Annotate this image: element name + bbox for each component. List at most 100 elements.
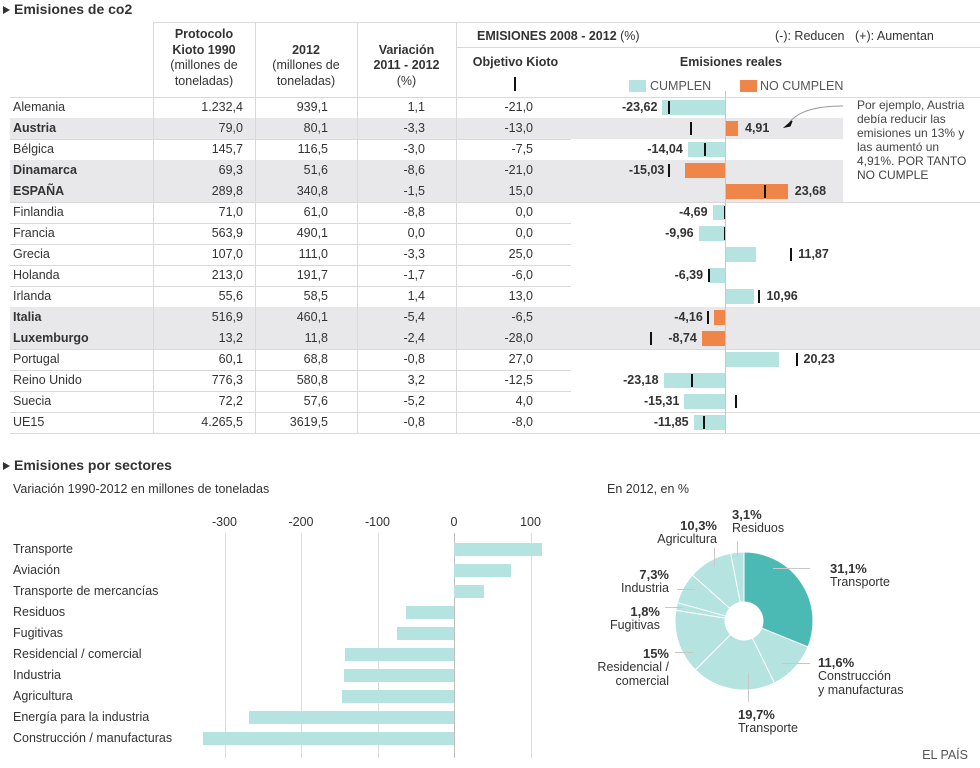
pie-leader-line [677, 589, 695, 590]
country-name: Grecia [13, 247, 50, 261]
variacion-value: 0,0 [407, 226, 425, 240]
emission-value-label: -11,85 [653, 415, 689, 429]
variacion-value: -8,8 [403, 205, 425, 219]
table-row: Austria 79,0 80,1 -3,3 -13,0 4,91 [0, 118, 980, 139]
table-row: Suecia 72,2 57,6 -5,2 4,0 -15,31 [0, 391, 980, 412]
objetivo-kioto-value: 0,0 [515, 226, 533, 240]
header-kioto1990-unit: (millones de [170, 58, 238, 72]
variacion-value: 3,2 [407, 373, 425, 387]
pie-leader-line [748, 673, 749, 702]
pie-name-label: Transporte [738, 721, 798, 735]
row-highlight [10, 160, 843, 181]
category-label: Residuos [13, 604, 66, 619]
row-separator [10, 433, 980, 434]
kioto1990-value: 4.265,5 [201, 415, 243, 429]
kioto1990-value: 55,6 [218, 289, 243, 303]
emission-value-label: -14,04 [647, 142, 683, 156]
pie-pct-label: 19,7% [738, 706, 775, 722]
kioto-target-marker [758, 290, 761, 303]
pie-pct-label: 31,1% [830, 560, 867, 576]
emission-value-label: -9,96 [665, 226, 694, 240]
sector-bar [248, 710, 454, 724]
header-top-border [153, 22, 980, 23]
zero-axis [725, 91, 726, 433]
emission-bar [725, 289, 755, 304]
sector-donut-chart [674, 551, 814, 691]
row-separator [10, 349, 980, 350]
pie-leader-line [714, 548, 715, 567]
objetivo-kioto-value: 15,0 [508, 184, 533, 198]
pie-leader-line [665, 607, 683, 608]
y2012-value: 340,8 [296, 184, 328, 198]
header-variacion-line: Variación [378, 42, 435, 57]
annotation-line: emisiones un 13% y [857, 126, 965, 140]
emission-bar [685, 163, 725, 178]
gridline [530, 533, 532, 758]
y2012-value: 3619,5 [289, 415, 328, 429]
y2012-value: 68,8 [303, 352, 328, 366]
kioto1990-value: 1.232,4 [201, 100, 243, 114]
emission-value-label: -15,03 [628, 163, 665, 177]
kioto-target-marker [763, 185, 766, 198]
pie-name-label: Residencial / [597, 660, 669, 674]
variacion-value: -3,3 [403, 121, 425, 135]
sector-bar [454, 584, 484, 598]
category-label: Residencial / comercial [13, 646, 142, 661]
objetivo-kioto-value: -6,0 [511, 268, 533, 282]
header-mid-border [456, 47, 980, 48]
pie-name-label: y manufacturas [818, 683, 904, 697]
header-2012: 2012 (millones de toneladas) [255, 43, 357, 90]
kioto1990-value: 516,9 [211, 310, 243, 324]
header-variacion-unit: (%) [396, 73, 417, 88]
category-label: Fugitivas [13, 625, 64, 640]
row-separator [10, 391, 571, 392]
legend-aumentan: (+): Aumentan [855, 29, 934, 43]
emission-bar [693, 415, 725, 430]
sector-chart-subtitle: Variación 1990-2012 en millones de tonel… [13, 482, 270, 496]
x-tick-label: -300 [211, 515, 238, 529]
y2012-value: 11,8 [304, 331, 328, 345]
header-kioto1990-line: Protocolo [174, 27, 234, 41]
row-separator [10, 412, 980, 413]
table-row: Portugal 60,1 68,8 -0,8 27,0 20,23 [0, 349, 980, 370]
kioto1990-value: 69,3 [218, 163, 243, 177]
emission-bar [725, 247, 757, 262]
objetivo-kioto-value: 27,0 [508, 352, 533, 366]
emission-bar [687, 142, 725, 157]
y2012-value: 57,6 [303, 394, 328, 408]
annotation-line: 4,91%. POR TANTO [857, 154, 967, 168]
header-kioto1990: Protocolo Kioto 1990 (millones de tonela… [153, 27, 255, 89]
pie-name-label: Fugitivas [609, 618, 660, 632]
country-name: Francia [13, 226, 55, 240]
table-row: UE15 4.265,5 3619,5 -0,8 -8,0 -11,85 [0, 412, 980, 433]
pie-pct-label: 1,8% [630, 603, 660, 619]
kioto-target-marker [702, 416, 705, 429]
kioto1990-value: 563,9 [211, 226, 243, 240]
row-separator [10, 139, 571, 140]
variacion-value: -3,3 [403, 247, 425, 261]
kioto1990-value: 72,2 [218, 394, 243, 408]
kioto-marker-legend-icon [514, 77, 516, 91]
y2012-value: 460,1 [296, 310, 328, 324]
objetivo-kioto-value: 13,0 [508, 289, 533, 303]
pie-name-label: Transporte [830, 575, 890, 589]
row-highlight [10, 307, 980, 328]
kioto1990-value: 13,2 [218, 331, 243, 345]
pie-leader-line [782, 663, 810, 664]
objetivo-kioto-value: -13,0 [504, 121, 534, 135]
emission-value-label: 20,23 [803, 352, 835, 366]
emission-value-label: 4,91 [745, 121, 770, 135]
variacion-value: -1,7 [403, 268, 425, 282]
table-row: Bélgica 145,7 116,5 -3,0 -7,5 -14,04 [0, 139, 980, 160]
gridline [454, 533, 455, 758]
pie-name-label: comercial [615, 674, 670, 688]
emission-bar [725, 121, 738, 136]
kioto-target-marker [795, 353, 798, 366]
pie-slice [730, 551, 745, 603]
section-bullet-icon [3, 6, 10, 14]
emission-value-label: -4,16 [674, 310, 703, 324]
kioto1990-value: 145,7 [211, 142, 243, 156]
kioto1990-value: 776,3 [211, 373, 243, 387]
y2012-value: 116,5 [297, 142, 328, 156]
